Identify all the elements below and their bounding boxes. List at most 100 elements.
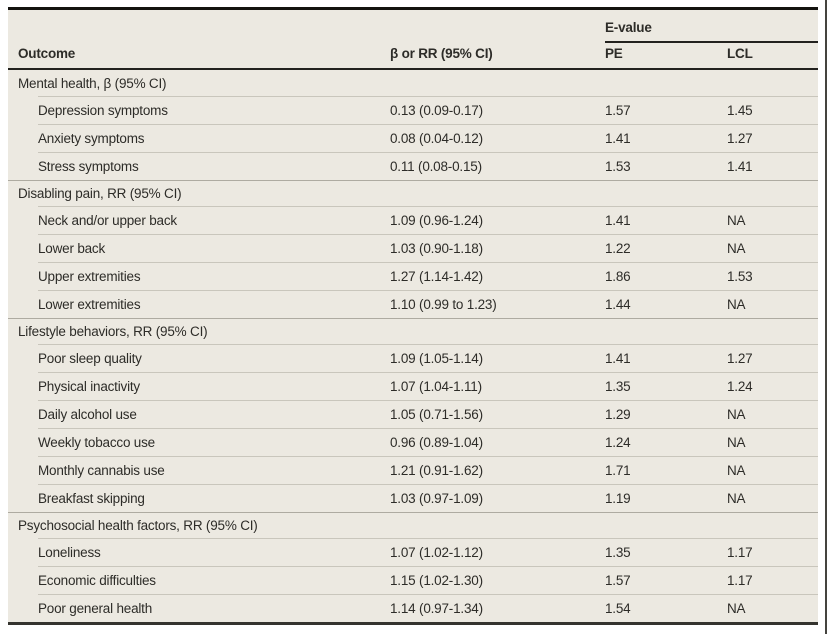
outcome-cell: Neck and/or upper back xyxy=(8,206,390,234)
table-row: Poor sleep quality 1.09 (1.05-1.14) 1.41 1.… xyxy=(8,344,818,372)
estimate-cell: 1.27 (1.14-1.42) xyxy=(390,262,605,290)
table-row: Lower extremities 1.10 (0.99 to 1.23) 1.44… xyxy=(8,290,818,318)
table-row: Physical inactivity 1.07 (1.04-1.11) 1.35 1… xyxy=(8,372,818,400)
lcl-cell: 1.24 xyxy=(727,372,818,400)
section-header-row: Disabling pain, RR (95% CI) xyxy=(8,180,818,206)
outcome-cell: Lower extremities xyxy=(8,290,390,318)
outcome-cell: Physical inactivity xyxy=(8,372,390,400)
outcome-cell: Loneliness xyxy=(8,538,390,566)
column-header-lcl: LCL xyxy=(727,43,818,70)
table-row: Anxiety symptoms 0.08 (0.04-0.12) 1.41 1.27 xyxy=(8,124,818,152)
table-row: Poor general health 1.14 (0.97-1.34) 1.54 N… xyxy=(8,594,818,622)
pe-cell: 1.19 xyxy=(605,484,727,512)
pe-cell: 1.54 xyxy=(605,594,727,622)
lcl-cell: NA xyxy=(727,428,818,456)
estimate-cell: 1.07 (1.02-1.12) xyxy=(390,538,605,566)
table-row: Loneliness 1.07 (1.02-1.12) 1.35 1.17 xyxy=(8,538,818,566)
outcome-cell: Stress symptoms xyxy=(8,152,390,180)
pe-cell: 1.22 xyxy=(605,234,727,262)
table-row: Daily alcohol use 1.05 (0.71-1.56) 1.29 NA xyxy=(8,400,818,428)
estimate-cell: 1.09 (0.96-1.24) xyxy=(390,206,605,234)
section-header-label: Mental health, β (95% CI) xyxy=(18,76,167,91)
header-spacer xyxy=(8,10,605,43)
estimate-cell: 0.13 (0.09-0.17) xyxy=(390,96,605,124)
pe-cell: 1.86 xyxy=(605,262,727,290)
column-header-pe: PE xyxy=(605,43,727,70)
lcl-cell: NA xyxy=(727,400,818,428)
estimate-cell: 0.08 (0.04-0.12) xyxy=(390,124,605,152)
outcomes-table-figure: E-value Outcome β or RR (95% CI) PE LCL … xyxy=(8,7,818,625)
pe-cell: 1.41 xyxy=(605,206,727,234)
section-header-label: Psychosocial health factors, RR (95% CI) xyxy=(8,512,818,538)
table-row: Stress symptoms 0.11 (0.08-0.15) 1.53 1.41 xyxy=(8,152,818,180)
lcl-cell: NA xyxy=(727,484,818,512)
table-body: Mental health, β (95% CI) Depression symp… xyxy=(8,70,818,622)
pe-cell: 1.35 xyxy=(605,538,727,566)
lcl-cell: 1.53 xyxy=(727,262,818,290)
table-row: Depression symptoms 0.13 (0.09-0.17) 1.57 1… xyxy=(8,96,818,124)
outcome-cell: Monthly cannabis use xyxy=(8,456,390,484)
outcome-cell: Economic difficulties xyxy=(8,566,390,594)
outcomes-table: E-value Outcome β or RR (95% CI) PE LCL … xyxy=(8,10,818,622)
lcl-cell: NA xyxy=(727,290,818,318)
table-row: Neck and/or upper back 1.09 (0.96-1.24) 1.… xyxy=(8,206,818,234)
section-header-row: Psychosocial health factors, RR (95% CI) xyxy=(8,512,818,538)
outcome-cell: Depression symptoms xyxy=(8,96,390,124)
pe-cell: 1.53 xyxy=(605,152,727,180)
pe-cell: 1.41 xyxy=(605,344,727,372)
pe-cell: 1.44 xyxy=(605,290,727,318)
outcome-cell: Upper extremities xyxy=(8,262,390,290)
estimate-cell: 1.09 (1.05-1.14) xyxy=(390,344,605,372)
estimate-cell: 1.03 (0.90-1.18) xyxy=(390,234,605,262)
lcl-cell: 1.17 xyxy=(727,566,818,594)
section-header-label: Lifestyle behaviors, RR (95% CI) xyxy=(8,318,818,344)
section-header-row: Mental health, β (95% CI) xyxy=(8,70,818,96)
outcome-cell: Daily alcohol use xyxy=(8,400,390,428)
lcl-cell: NA xyxy=(727,206,818,234)
table-header: E-value Outcome β or RR (95% CI) PE LCL xyxy=(8,10,818,70)
lcl-cell: 1.27 xyxy=(727,344,818,372)
pe-cell: 1.24 xyxy=(605,428,727,456)
table-row: Breakfast skipping 1.03 (0.97-1.09) 1.19 NA xyxy=(8,484,818,512)
evalue-group-header: E-value xyxy=(605,10,818,43)
lcl-cell: NA xyxy=(727,594,818,622)
estimate-cell: 1.05 (0.71-1.56) xyxy=(390,400,605,428)
estimate-cell: 1.07 (1.04-1.11) xyxy=(390,372,605,400)
page-column-rule xyxy=(825,0,827,634)
lcl-cell: 1.17 xyxy=(727,538,818,566)
lcl-cell: 1.41 xyxy=(727,152,818,180)
pe-cell: 1.35 xyxy=(605,372,727,400)
column-header-estimate: β or RR (95% CI) xyxy=(390,43,605,70)
outcome-cell: Weekly tobacco use xyxy=(8,428,390,456)
section-header-row: Lifestyle behaviors, RR (95% CI) xyxy=(8,318,818,344)
table-row: Weekly tobacco use 0.96 (0.89-1.04) 1.24 NA xyxy=(8,428,818,456)
pe-cell: 1.41 xyxy=(605,124,727,152)
pe-cell: 1.29 xyxy=(605,400,727,428)
outcome-cell: Poor sleep quality xyxy=(8,344,390,372)
estimate-cell: 1.15 (1.02-1.30) xyxy=(390,566,605,594)
estimate-cell: 1.14 (0.97-1.34) xyxy=(390,594,605,622)
outcome-cell: Anxiety symptoms xyxy=(8,124,390,152)
table-row: Upper extremities 1.27 (1.14-1.42) 1.86 1.5… xyxy=(8,262,818,290)
estimate-cell: 0.96 (0.89-1.04) xyxy=(390,428,605,456)
estimate-cell: 1.21 (0.91-1.62) xyxy=(390,456,605,484)
lcl-cell: NA xyxy=(727,234,818,262)
pe-cell: 1.71 xyxy=(605,456,727,484)
table-row: Economic difficulties 1.15 (1.02-1.30) 1.5… xyxy=(8,566,818,594)
outcome-cell: Breakfast skipping xyxy=(8,484,390,512)
lcl-cell: NA xyxy=(727,456,818,484)
estimate-cell: 1.10 (0.99 to 1.23) xyxy=(390,290,605,318)
column-header-row: Outcome β or RR (95% CI) PE LCL xyxy=(8,43,818,70)
outcome-cell: Lower back xyxy=(8,234,390,262)
pe-cell: 1.57 xyxy=(605,566,727,594)
table-row: Monthly cannabis use 1.21 (0.91-1.62) 1.71… xyxy=(8,456,818,484)
lcl-cell: 1.45 xyxy=(727,96,818,124)
column-header-outcome: Outcome xyxy=(8,43,390,70)
lcl-cell: 1.27 xyxy=(727,124,818,152)
estimate-cell: 1.03 (0.97-1.09) xyxy=(390,484,605,512)
evalue-group-row: E-value xyxy=(8,10,818,43)
pe-cell: 1.57 xyxy=(605,96,727,124)
section-header-label: Disabling pain, RR (95% CI) xyxy=(8,180,818,206)
table-row: Lower back 1.03 (0.90-1.18) 1.22 NA xyxy=(8,234,818,262)
